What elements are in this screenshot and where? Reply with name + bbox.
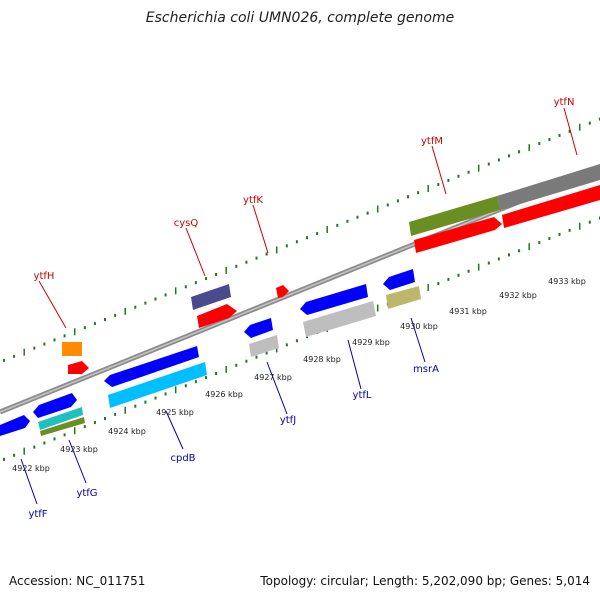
gene-label-ytfF[interactable]: ytfF [28,509,47,520]
gene-label-ytfK[interactable]: ytfK [243,195,263,206]
feature-track-bottom [0,269,421,436]
gene-label-ytfL[interactable]: ytfL [353,390,372,401]
kbp-label: 4929 kbp [352,338,390,347]
gene-ytfF-glyph[interactable] [0,415,30,436]
gene-label-ytfM[interactable]: ytfM [421,136,443,147]
gene-msrA-glyph[interactable] [383,269,415,290]
gene-cysQ-glyph[interactable] [191,284,231,310]
gene-label-ytfJ[interactable]: ytfJ [280,415,296,426]
kbp-label: 4930 kbp [400,322,438,331]
callout-ytfM [431,145,447,195]
gene-ytfJ-cds-glyph[interactable] [249,335,279,357]
kbp-label: 4931 kbp [449,307,487,316]
genome-stats-text: Topology: circular; Length: 5,202,090 bp… [260,574,590,588]
gene-ytfM-glyph[interactable] [409,196,500,236]
callout-ytfJ [266,361,288,415]
gene-label-ytfH[interactable]: ytfH [34,271,55,282]
gene-labels-bottom: ytfF ytfG cpdB ytfJ ytfL msrA [28,364,439,520]
gene-ytfN-glyph[interactable] [497,164,600,210]
kbp-label: 4927 kbp [254,373,292,382]
gene-ytfJ-glyph[interactable] [244,318,273,338]
gene-ytfK-glyph[interactable] [276,285,289,298]
gene-labels-top: ytfH cysQ ytfK ytfM ytfN [34,97,575,282]
gene-ytfH-product-glyph[interactable] [68,361,89,374]
gene-cpdB-cds-glyph[interactable] [108,362,207,408]
kbp-label: 4924 kbp [108,427,146,436]
gene-label-ytfG[interactable]: ytfG [76,488,97,499]
callout-ytfH [38,280,67,329]
gene-ytfG-extra-glyph[interactable] [40,417,85,436]
callout-ytfK [252,204,269,254]
feature-track-top [62,164,600,374]
callout-ytfN [563,107,578,156]
kbp-label: 4922 kbp [12,464,50,473]
gene-ytfH-glyph[interactable] [62,342,82,356]
gene-ytfL-cds-glyph[interactable] [303,301,376,337]
gene-label-ytfN[interactable]: ytfN [554,97,575,108]
kbp-label: 4925 kbp [156,408,194,417]
gene-label-cysQ[interactable]: cysQ [174,218,199,229]
kbp-label: 4932 kbp [499,291,537,300]
map-title: Escherichia coli UMN026, complete genome [145,10,455,26]
callout-cysQ [185,227,206,277]
gene-cysQ-product-glyph[interactable] [197,304,237,328]
callout-ytfL [347,339,362,390]
kbp-label: 4928 kbp [303,355,341,364]
kbp-label: 4923 kbp [60,445,98,454]
gene-msrA-cds-glyph[interactable] [386,286,421,309]
gene-label-msrA[interactable]: msrA [413,364,439,375]
gene-ytfG-glyph[interactable] [33,393,77,418]
gene-cpdB-glyph[interactable] [104,346,199,387]
gene-ytfM-product-glyph[interactable] [414,217,502,253]
kbp-labels: 4922 kbp 4923 kbp 4924 kbp 4925 kbp 4926… [12,277,586,473]
gene-ytfN-product-glyph[interactable] [502,185,600,228]
gene-label-cpdB[interactable]: cpdB [170,453,195,464]
kbp-label: 4933 kbp [548,277,586,286]
callout-ytfF [20,458,38,505]
callout-lines [20,107,578,505]
callout-msrA [410,317,426,363]
callout-ytfG [68,439,87,484]
kbp-label: 4926 kbp [205,390,243,399]
callout-cpdB [165,410,184,450]
accession-text: Accession: NC_011751 [9,574,146,588]
gene-ytfL-glyph[interactable] [300,284,368,315]
gene-ytfG-cds-glyph[interactable] [38,407,83,430]
